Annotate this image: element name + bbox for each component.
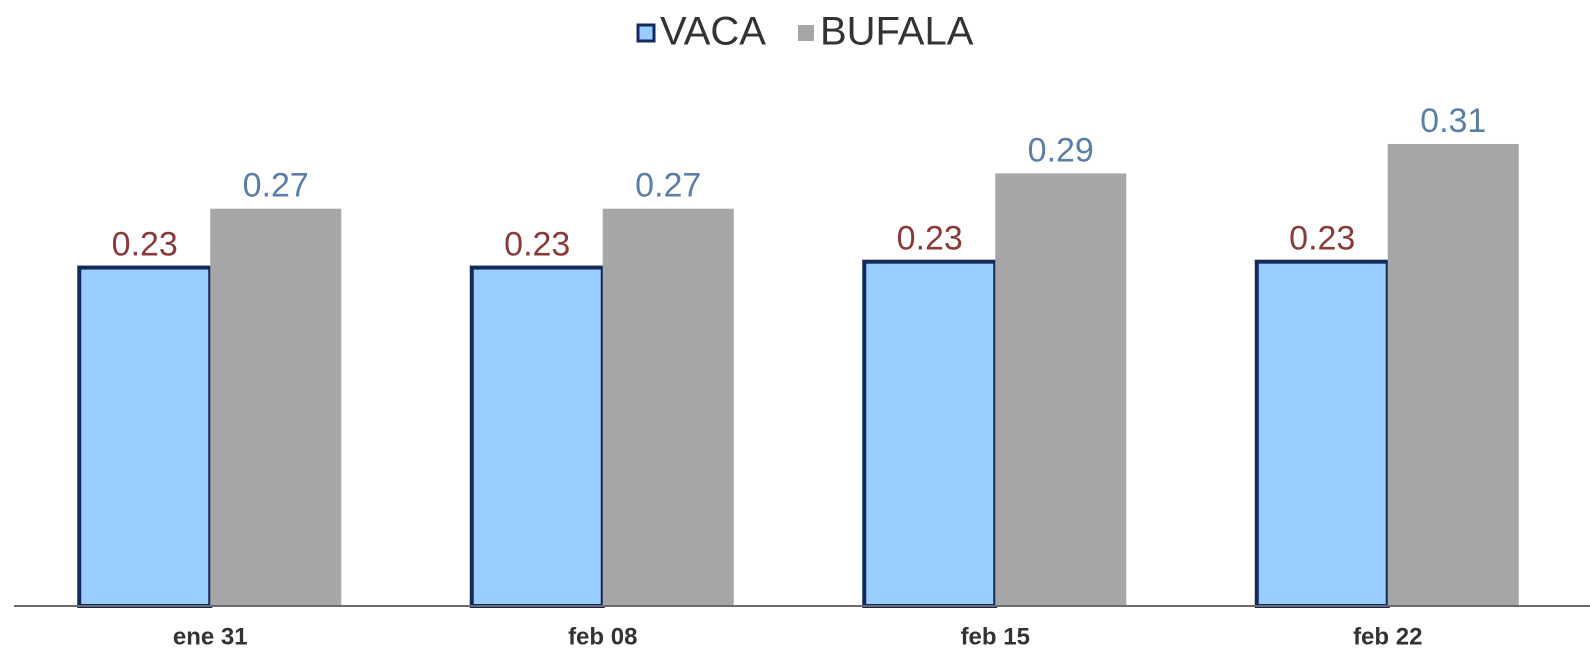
legend-label: BUFALA [820,10,974,54]
bar [77,265,213,608]
legend-swatch [636,23,656,43]
legend-label: VACA [660,10,766,54]
data-label: 0.23 [112,226,178,264]
data-label: 0.27 [243,167,309,205]
bar [1387,143,1519,606]
bar [469,265,605,608]
data-label: 0.29 [1028,131,1094,169]
bar [862,259,998,608]
legend-swatch [797,25,814,41]
bar [995,173,1127,606]
bar [1254,259,1390,608]
data-label: 0.23 [504,226,570,264]
data-label: 0.31 [1420,102,1486,140]
bar [602,208,734,606]
data-label: 0.23 [897,220,963,258]
x-tick-label: feb 15 [961,623,1030,650]
data-label: 0.27 [635,167,701,205]
x-tick-label: feb 22 [1353,623,1422,650]
bar [210,208,342,606]
x-tick-label: ene 31 [173,623,248,650]
x-tick-label: feb 08 [568,623,637,650]
data-label: 0.23 [1289,220,1355,258]
